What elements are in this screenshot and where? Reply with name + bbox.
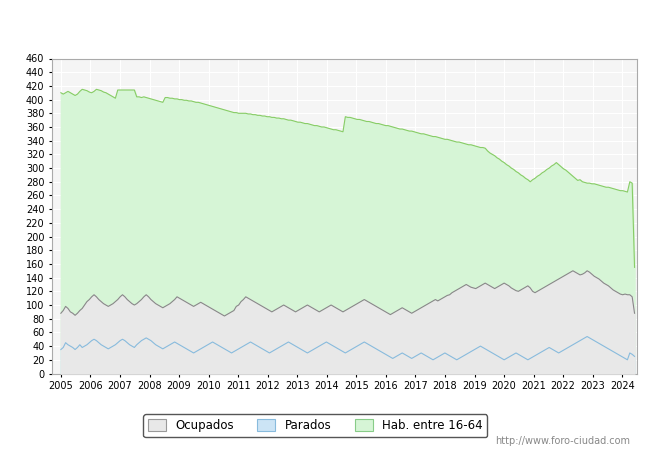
Text: FORO CIUDAD.COM: FORO CIUDAD.COM [248, 223, 441, 241]
Text: http://www.foro-ciudad.com: http://www.foro-ciudad.com [495, 436, 630, 446]
Legend: Ocupados, Parados, Hab. entre 16-64: Ocupados, Parados, Hab. entre 16-64 [143, 414, 488, 437]
Text: Vilariño de Conso - Evolucion de la poblacion en edad de Trabajar Mayo de 2024: Vilariño de Conso - Evolucion de la pobl… [73, 21, 577, 33]
